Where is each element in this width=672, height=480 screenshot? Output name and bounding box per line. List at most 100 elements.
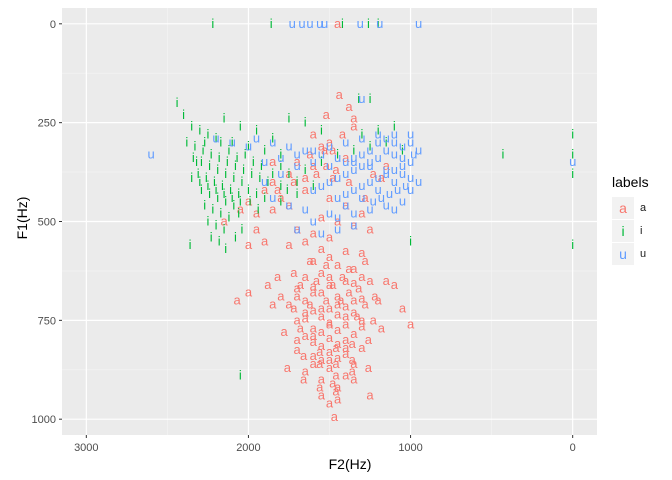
data-point-i: i bbox=[239, 368, 242, 383]
data-point-a: a bbox=[290, 300, 298, 315]
data-point-u: u bbox=[302, 202, 309, 217]
x-tick-label: 0 bbox=[570, 442, 576, 454]
data-point-a: a bbox=[326, 352, 334, 367]
data-point-i: i bbox=[571, 127, 574, 142]
data-point-u: u bbox=[326, 138, 333, 153]
data-point-a: a bbox=[245, 285, 253, 300]
data-point-a: a bbox=[326, 229, 334, 244]
data-point-i: i bbox=[279, 146, 282, 161]
data-point-i: i bbox=[341, 16, 344, 31]
data-point-a: a bbox=[293, 332, 301, 347]
data-point-i: i bbox=[211, 202, 214, 217]
data-point-a: a bbox=[332, 340, 340, 355]
data-point-a: a bbox=[316, 344, 324, 359]
data-point-i: i bbox=[198, 123, 201, 138]
data-point-i: i bbox=[336, 146, 339, 161]
data-point-a: a bbox=[323, 107, 331, 122]
data-point-i: i bbox=[210, 146, 213, 161]
data-point-i: i bbox=[213, 174, 216, 189]
data-point-a: a bbox=[302, 304, 310, 319]
data-point-a: a bbox=[342, 340, 350, 355]
data-point-u: u bbox=[212, 130, 219, 145]
y-tick-label: 500 bbox=[38, 217, 56, 229]
data-point-u: u bbox=[334, 210, 341, 225]
data-point-u: u bbox=[402, 178, 409, 193]
data-point-u: u bbox=[350, 154, 357, 169]
data-point-u: u bbox=[316, 16, 323, 31]
data-point-a: a bbox=[342, 273, 350, 288]
data-point-a: a bbox=[326, 395, 334, 410]
data-point-a: a bbox=[375, 293, 383, 308]
data-point-a: a bbox=[293, 312, 301, 327]
data-point-a: a bbox=[245, 194, 253, 209]
data-point-a: a bbox=[350, 111, 358, 126]
data-point-a: a bbox=[310, 158, 318, 173]
data-point-i: i bbox=[223, 221, 226, 236]
data-point-a: a bbox=[329, 376, 337, 391]
data-point-u: u bbox=[321, 16, 328, 31]
data-point-a: a bbox=[342, 346, 350, 361]
data-point-i: i bbox=[218, 150, 221, 165]
data-point-i: i bbox=[266, 174, 269, 189]
data-point-u: u bbox=[261, 154, 268, 169]
data-point-a: a bbox=[310, 334, 318, 349]
data-point-i: i bbox=[208, 158, 211, 173]
y-tick-label: 750 bbox=[38, 315, 56, 327]
data-point-u: u bbox=[407, 170, 414, 185]
data-point-a: a bbox=[306, 297, 314, 312]
data-point-a: a bbox=[326, 314, 334, 329]
data-point-i: i bbox=[221, 178, 224, 193]
data-point-u: u bbox=[310, 154, 317, 169]
data-point-u: u bbox=[383, 142, 390, 157]
data-point-i: i bbox=[401, 142, 404, 157]
data-point-a: a bbox=[334, 214, 342, 229]
y-tick-label: 0 bbox=[50, 19, 56, 31]
legend-title: labels bbox=[612, 174, 649, 190]
data-point-i: i bbox=[208, 186, 211, 201]
y-axis-title: F1(Hz) bbox=[14, 196, 30, 240]
data-point-i: i bbox=[247, 138, 250, 153]
data-point-a: a bbox=[261, 182, 269, 197]
data-point-a: a bbox=[318, 324, 326, 339]
data-point-u: u bbox=[391, 127, 398, 142]
data-point-a: a bbox=[350, 119, 358, 134]
data-point-u: u bbox=[350, 162, 357, 177]
data-point-i: i bbox=[241, 221, 244, 236]
data-point-u: u bbox=[391, 174, 398, 189]
data-point-a: a bbox=[318, 372, 326, 387]
data-point-a: a bbox=[318, 352, 326, 367]
data-point-a: a bbox=[306, 146, 314, 161]
data-point-u: u bbox=[358, 146, 365, 161]
data-point-u: u bbox=[366, 174, 373, 189]
data-point-i: i bbox=[288, 166, 291, 181]
data-point-a: a bbox=[318, 265, 326, 280]
data-point-a: a bbox=[334, 297, 342, 312]
data-point-a: a bbox=[237, 202, 245, 217]
data-point-i: i bbox=[263, 142, 266, 157]
data-point-i: i bbox=[219, 206, 222, 221]
data-point-a: a bbox=[334, 257, 342, 272]
data-point-u: u bbox=[375, 170, 382, 185]
data-point-u: u bbox=[358, 178, 365, 193]
data-point-a: a bbox=[365, 360, 373, 375]
data-point-a: a bbox=[353, 308, 361, 323]
data-point-u: u bbox=[334, 150, 341, 165]
data-point-a: a bbox=[358, 340, 366, 355]
data-point-i: i bbox=[279, 194, 282, 209]
data-point-a: a bbox=[310, 302, 318, 317]
data-point-a: a bbox=[339, 269, 347, 284]
data-point-a: a bbox=[345, 285, 353, 300]
data-point-u: u bbox=[310, 182, 317, 197]
data-point-a: a bbox=[342, 243, 350, 258]
data-point-a: a bbox=[316, 356, 324, 371]
data-point-u: u bbox=[350, 206, 357, 221]
data-point-u: u bbox=[415, 174, 422, 189]
x-axis-ticks: 3000 2000 1000 0 bbox=[74, 435, 576, 454]
data-point-a: a bbox=[350, 326, 358, 341]
data-point-a: a bbox=[336, 87, 344, 102]
data-point-a: a bbox=[326, 316, 334, 331]
legend-key-u: u bbox=[612, 242, 634, 265]
data-point-a: a bbox=[378, 320, 386, 335]
data-point-u: u bbox=[386, 186, 393, 201]
data-point-a: a bbox=[365, 332, 373, 347]
